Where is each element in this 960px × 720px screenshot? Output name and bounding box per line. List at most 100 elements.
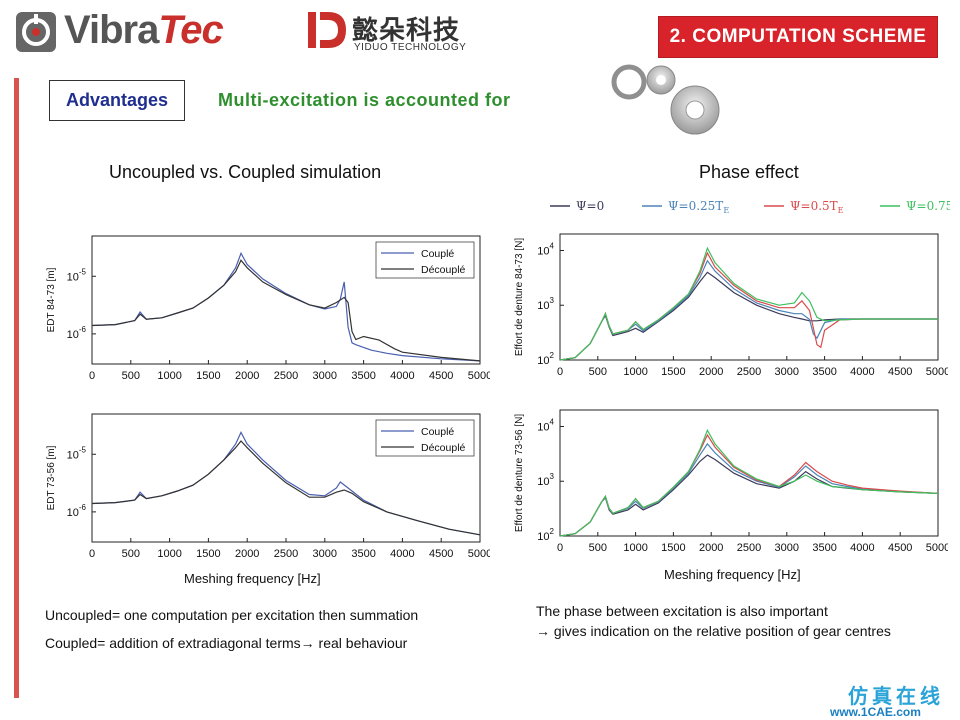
x-tick-label: 0 <box>557 542 563 554</box>
x-tick-label: 3000 <box>775 542 799 554</box>
y-tick-label: 10-5 <box>67 445 87 461</box>
x-tick-label: 2500 <box>274 548 298 560</box>
x-tick-label: 4000 <box>850 366 874 378</box>
note-phase-importance: The phase between excitation is also imp… <box>536 603 828 619</box>
x-tick-label: 3000 <box>313 548 337 560</box>
x-tick-label: 1500 <box>196 548 220 560</box>
washers-image <box>611 64 720 135</box>
x-tick-label: 5000 <box>926 542 948 554</box>
chart-effort-73-56: 0 500 1000 1500 2000 2500 3000 3500 4000 4500 5000… <box>514 409 948 554</box>
x-tick-label: 2500 <box>737 542 761 554</box>
yiduo-logo-cn: 懿朵科技 <box>352 16 461 46</box>
x-tick-label: 3000 <box>313 370 337 382</box>
x-tick-label: 4500 <box>888 366 912 378</box>
legend-label: Découplé <box>421 442 466 454</box>
x-tick-label: 1000 <box>623 366 647 378</box>
chart-edt-73-56: 0 500 1000 1500 2000 2500 3000 3500 4000 4500 5000… <box>46 413 490 560</box>
y-tick-label: 104 <box>537 241 554 257</box>
x-tick-label: 1500 <box>661 366 685 378</box>
x-tick-label: 1500 <box>196 370 220 382</box>
note-uncoupled: Uncoupled= one computation per excitatio… <box>45 607 419 623</box>
phase-legend-label: Ψ=0.25TE <box>668 199 729 215</box>
x-tick-label: 5000 <box>468 370 490 382</box>
phase-legend-label: Ψ=0.75TE <box>906 199 950 215</box>
chart-edt-84-73: 0 500 1000 1500 2000 2500 3000 3500 4000 4500 5000… <box>46 235 490 382</box>
x-tick-label: 1500 <box>661 542 685 554</box>
note-gear-centres: → gives indication on the relative posit… <box>536 623 891 639</box>
series-line-3 <box>559 428 939 537</box>
subtitle-phase-effect: Phase effect <box>699 162 799 182</box>
x-tick-label: 3000 <box>775 366 799 378</box>
x-tick-label: 3500 <box>812 366 836 378</box>
headline: Multi-excitation is accounted for <box>218 90 511 110</box>
x-tick-label: 4500 <box>888 542 912 554</box>
phase-legend-label: Ψ=0 <box>576 199 604 213</box>
x-tick-label: 2000 <box>235 548 259 560</box>
logo-text-vibra: Vibra <box>64 8 159 52</box>
x-tick-label: 500 <box>589 542 607 554</box>
y-axis-label: Effort de denture 73-56 [N] <box>514 414 525 532</box>
advantages-label: Advantages <box>49 80 185 121</box>
logo-text-tec: Tec <box>158 8 223 52</box>
x-tick-label: 500 <box>122 370 140 382</box>
yiduo-logo-en: YIDUO TECHNOLOGY <box>354 42 467 53</box>
legend-label: Couplé <box>421 426 454 438</box>
x-tick-label: 3500 <box>351 548 375 560</box>
y-tick-label: 10-6 <box>67 503 87 519</box>
x-tick-label: 4000 <box>390 548 414 560</box>
x-tick-label: 4000 <box>850 542 874 554</box>
x-tick-label: 2500 <box>274 370 298 382</box>
x-tick-label: 0 <box>89 370 95 382</box>
x-tick-label: 2000 <box>699 542 723 554</box>
watermark-url: www.1CAE.com <box>830 705 921 719</box>
y-axis-label: EDT 84-73 [m] <box>46 267 57 332</box>
legend-label: Découplé <box>421 264 466 276</box>
y-tick-label: 10-6 <box>67 325 87 341</box>
left-accent-bar <box>14 78 19 698</box>
plot-frame <box>559 233 939 361</box>
phase-legend: Ψ=0 Ψ=0.25TE Ψ=0.5TE Ψ=0.75TE <box>550 199 950 215</box>
y-tick-label: 103 <box>537 296 554 312</box>
x-tick-label: 500 <box>589 366 607 378</box>
y-tick-label: 102 <box>537 527 554 543</box>
note-coupled: Coupled= addition of extradiagonal terms… <box>45 635 408 651</box>
x-tick-label: 2000 <box>235 370 259 382</box>
series-line-1 <box>91 259 481 362</box>
x-tick-label: 4000 <box>390 370 414 382</box>
x-tick-label: 2000 <box>699 366 723 378</box>
subtitle-uncoupled-coupled: Uncoupled vs. Coupled simulation <box>109 162 382 182</box>
phase-legend-label: Ψ=0.5TE <box>790 199 844 215</box>
x-tick-label: 3500 <box>812 542 836 554</box>
x-axis-label-left: Meshing frequency [Hz] <box>184 571 321 586</box>
x-tick-label: 1000 <box>157 370 181 382</box>
y-axis-label: Effort de denture 84-73 [N] <box>514 238 525 356</box>
x-tick-label: 5000 <box>926 366 948 378</box>
watermark-cn: 仿真在线 <box>848 684 944 708</box>
chart-effort-84-73: 0 500 1000 1500 2000 2500 3000 3500 4000 4500 5000… <box>514 233 948 378</box>
y-tick-label: 102 <box>537 351 554 367</box>
x-tick-label: 0 <box>89 548 95 560</box>
y-tick-label: 10-5 <box>67 267 87 283</box>
yiduo-logo: 懿朵科技 YIDUO TECHNOLOGY <box>306 8 486 56</box>
x-axis-label-right: Meshing frequency [Hz] <box>664 567 801 582</box>
x-tick-label: 0 <box>557 366 563 378</box>
x-tick-label: 500 <box>122 548 140 560</box>
x-tick-label: 4500 <box>429 548 453 560</box>
x-tick-label: 1000 <box>623 542 647 554</box>
x-tick-label: 5000 <box>468 548 490 560</box>
y-tick-label: 103 <box>537 472 554 488</box>
y-axis-label: EDT 73-56 [m] <box>46 445 57 510</box>
legend-label: Couplé <box>421 248 454 260</box>
series-line-1 <box>91 440 481 536</box>
x-tick-label: 2500 <box>737 366 761 378</box>
x-tick-label: 4500 <box>429 370 453 382</box>
y-tick-label: 104 <box>537 417 554 433</box>
yiduo-logo-icon <box>308 12 346 48</box>
vibratec-logo-icon <box>16 12 56 52</box>
x-tick-label: 1000 <box>157 548 181 560</box>
vibratec-logo: VibraTec <box>14 8 294 54</box>
legend-box <box>375 419 475 457</box>
plot-frame <box>559 409 939 537</box>
x-tick-label: 3500 <box>351 370 375 382</box>
section-badge: 2. COMPUTATION SCHEME <box>658 16 938 58</box>
